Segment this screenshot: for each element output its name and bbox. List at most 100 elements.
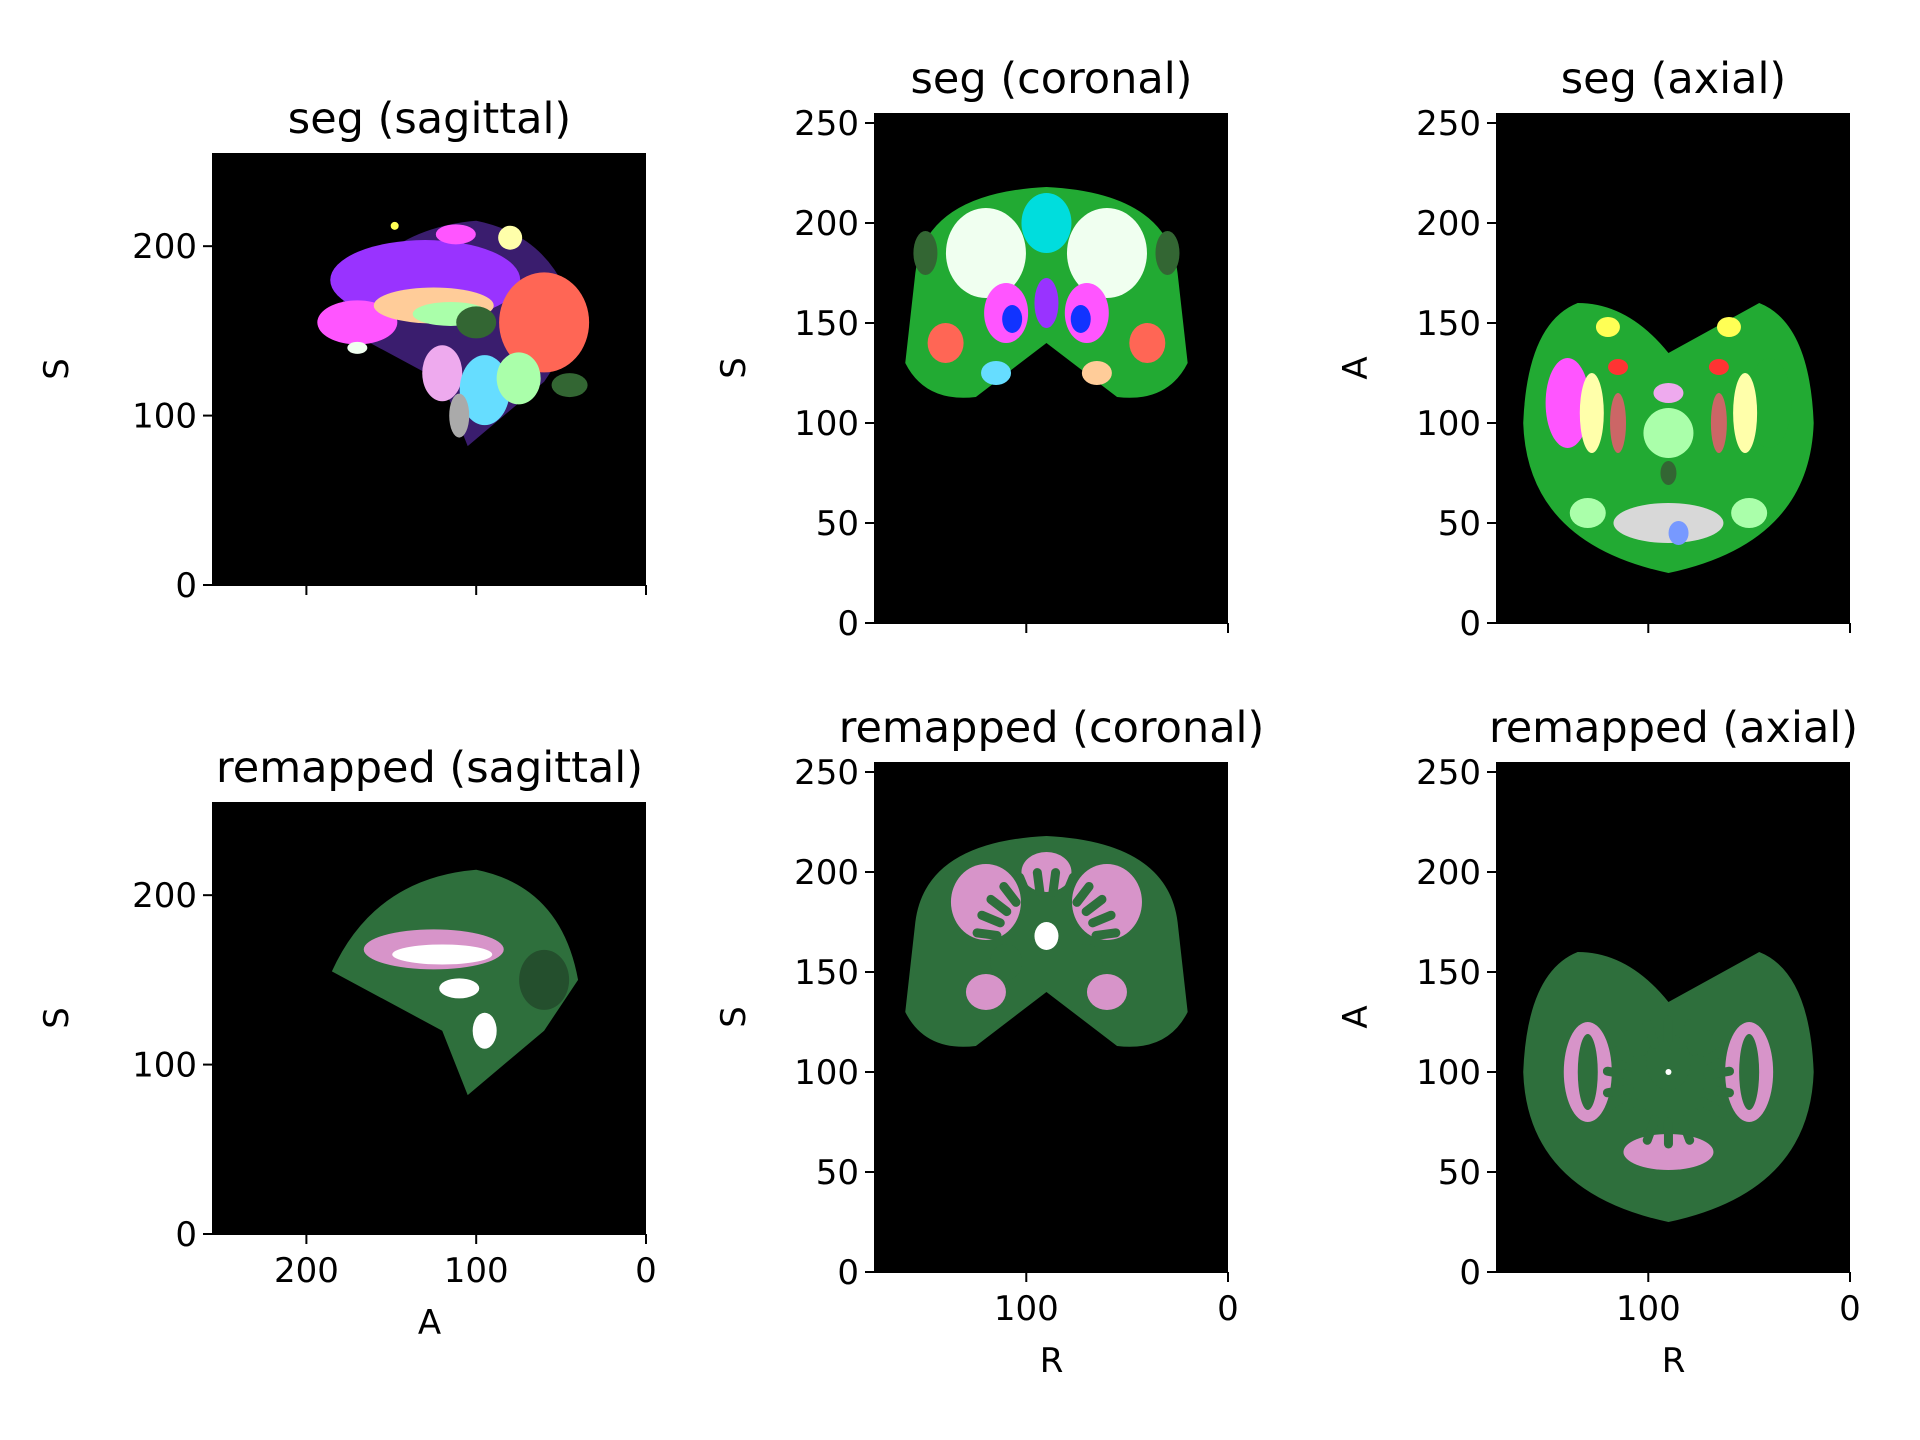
y-tick-label: 250 [794, 104, 859, 144]
axial-gyrus-mark [1689, 1030, 1713, 1056]
coronal-left-edge-region [913, 231, 938, 275]
sagittal-cerebellum-region [496, 352, 541, 405]
axial-right-orbital-region [1716, 317, 1741, 337]
x-axis-label: R [1040, 1341, 1064, 1381]
slice-image [905, 187, 1188, 398]
axial-right-insula-region [1710, 393, 1727, 453]
y-tick-label: 50 [1438, 1153, 1481, 1193]
axial-left-small-region [1608, 359, 1629, 375]
y-tick-label: 200 [1416, 853, 1481, 893]
coronal-gyrus-mark [986, 894, 1012, 917]
panel-title: seg (axial) [1561, 54, 1786, 104]
coronal-right-white-region [1066, 208, 1147, 298]
y-tick-label: 150 [1416, 304, 1481, 344]
coronal-left-temporal-white-region [965, 974, 1006, 1010]
axial-gyrus-mark [1703, 1066, 1735, 1080]
y-tick-label: 0 [175, 566, 197, 606]
coronal-gyrus-mark [977, 910, 1005, 928]
y-tick-label: 0 [837, 604, 859, 644]
axial-gyrus-mark [1610, 1097, 1639, 1118]
y-tick-label: 150 [1416, 953, 1481, 993]
sagittal-brainstem-upper-region [422, 345, 463, 402]
y-tick-label: 200 [1416, 204, 1481, 244]
y-tick-label: 0 [175, 1215, 197, 1255]
panel-title: seg (coronal) [911, 54, 1193, 104]
panel-title: remapped (sagittal) [216, 743, 643, 793]
axial-vermis-region [1668, 521, 1689, 545]
coronal-gyrus-mark [1091, 928, 1121, 940]
x-tick-label: 200 [274, 1251, 339, 1291]
panel-axial-seg: seg (axial) 0 50 100 150 200 250 A [1336, 54, 1851, 644]
axial-gyrus-mark [1602, 1084, 1634, 1098]
x-tick-label: 0 [1839, 1289, 1861, 1329]
coronal-superior-region [1021, 193, 1072, 253]
x-tick-label: 0 [635, 1251, 657, 1291]
slice-image [1523, 303, 1814, 573]
panel-coronal-remapped: remapped (coronal) 0 50 100 150 200 250 100 0 R S [714, 703, 1264, 1381]
coronal-right-temporal-white-region [1086, 974, 1127, 1010]
y-tick-label: 200 [794, 204, 859, 244]
y-axis-label: A [1336, 1005, 1376, 1028]
axial-gyrus-mark [1677, 1019, 1695, 1049]
coronal-right-hippocampus-region [1081, 361, 1112, 385]
x-tick-label: 0 [1217, 1289, 1239, 1329]
x-tick-label: 100 [994, 1289, 1059, 1329]
coronal-right-pallidum-region [1070, 305, 1091, 333]
sagittal-cerebellum-edge-region [551, 373, 588, 398]
axial-right-gyral-gray-region [1739, 1034, 1760, 1110]
panel-axial-remapped: remapped (axial) 0 50 100 150 200 250 100 0 R A [1336, 703, 1861, 1381]
y-tick-label: 100 [132, 1046, 197, 1086]
y-tick-label: 200 [132, 227, 197, 267]
coronal-gyrus-mark [1081, 894, 1107, 917]
sagittal-parietal-region [435, 224, 476, 245]
coronal-gyrus-mark [1032, 868, 1045, 897]
axial-gyrus-mark [1703, 1084, 1735, 1098]
sagittal-occipital-gray-region [519, 949, 570, 1010]
axial-gyrus-mark [1642, 1115, 1660, 1145]
y-axis-label: S [37, 358, 77, 380]
y-tick-label: 100 [1416, 404, 1481, 444]
coronal-gyrus-mark [1072, 881, 1094, 907]
axial-midline-region [1660, 461, 1677, 485]
coronal-gyrus-mark [1015, 872, 1032, 901]
y-tick-label: 100 [132, 397, 197, 437]
axial-left-insula-region [1610, 393, 1627, 453]
axial-gyrus-mark [1642, 1019, 1660, 1049]
sagittal-csf-stem-region [472, 1012, 497, 1049]
coronal-gyrus-mark [1088, 910, 1116, 928]
axial-right-frontal-region [1747, 358, 1792, 448]
axial-center-region [1643, 408, 1694, 458]
sagittal-csf-lower-region [439, 978, 480, 999]
slice-image [905, 836, 1188, 1047]
axial-gyrus-mark [1610, 1046, 1639, 1067]
x-tick-label: 100 [1616, 1289, 1681, 1329]
axial-midbrain-region [1653, 383, 1684, 403]
y-axis-label: S [714, 1006, 754, 1028]
panel-title: remapped (coronal) [839, 703, 1265, 753]
y-axis-label: A [1336, 356, 1376, 379]
y-tick-label: 0 [1459, 604, 1481, 644]
y-tick-label: 200 [132, 876, 197, 916]
coronal-left-pallidum-region [1002, 305, 1023, 333]
axial-csf-dot-region [1665, 1069, 1672, 1075]
y-tick-label: 50 [1438, 504, 1481, 544]
coronal-midline-region [1034, 278, 1059, 328]
axial-gyrus-mark [1602, 1066, 1634, 1080]
axial-gyrus-mark [1698, 1097, 1727, 1118]
axial-left-orbital-region [1595, 317, 1620, 337]
panel-sagittal-seg: seg (sagittal) 0 100 200 S [37, 94, 647, 606]
panel-sagittal-remapped: remapped (sagittal) 0 100 200 200 100 0 A S [37, 743, 657, 1343]
axial-right-white-region [1733, 373, 1758, 453]
y-tick-label: 100 [794, 404, 859, 444]
axial-left-white-region [1579, 373, 1604, 453]
coronal-right-edge-region [1155, 231, 1180, 275]
y-tick-label: 0 [837, 1253, 859, 1293]
axial-left-frontal-region [1545, 358, 1590, 448]
axial-right-occipital-region [1731, 498, 1768, 528]
slice-image [317, 220, 590, 447]
coronal-right-temporal-region [1129, 323, 1166, 363]
coronal-left-deep-gray-region [990, 944, 1023, 980]
x-axis-label: A [418, 1303, 441, 1343]
slice-image [331, 869, 579, 1096]
